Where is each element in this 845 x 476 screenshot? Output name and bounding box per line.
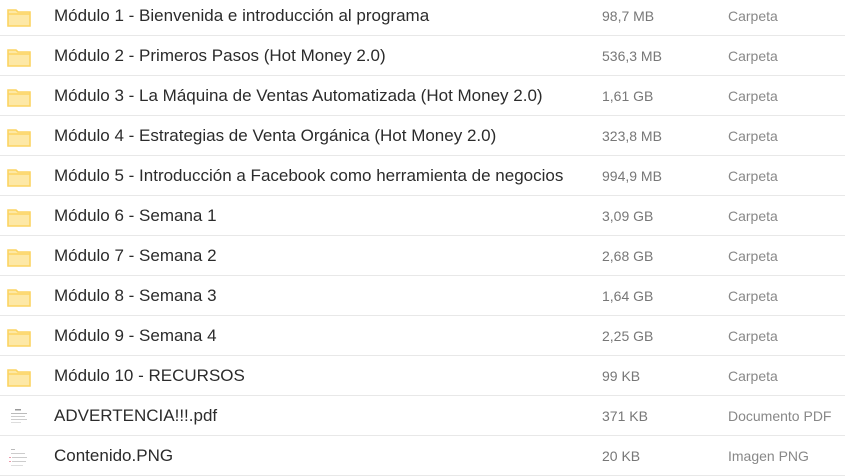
list-item[interactable]: ADVERTENCIA!!!.pdf 371 KB Documento PDF (0, 396, 845, 436)
item-name[interactable]: Módulo 3 - La Máquina de Ventas Automati… (54, 86, 543, 105)
item-size: 1,64 GB (602, 288, 654, 304)
item-type: Carpeta (728, 8, 778, 24)
folder-icon (7, 88, 31, 107)
item-type: Carpeta (728, 248, 778, 264)
folder-icon (7, 288, 31, 307)
folder-icon (7, 128, 31, 147)
item-size: 3,09 GB (602, 208, 654, 224)
item-size: 99 KB (602, 368, 641, 384)
item-type: Carpeta (728, 328, 778, 344)
folder-icon (7, 8, 31, 27)
folder-icon (7, 168, 31, 187)
image-thumbnail-icon (7, 448, 31, 467)
list-item[interactable]: Módulo 3 - La Máquina de Ventas Automati… (0, 76, 845, 116)
list-item[interactable]: Módulo 4 - Estrategias de Venta Orgánica… (0, 116, 845, 156)
item-size: 2,25 GB (602, 328, 654, 344)
folder-icon (7, 248, 31, 267)
item-name[interactable]: Módulo 9 - Semana 4 (54, 326, 217, 345)
item-name[interactable]: Módulo 1 - Bienvenida e introducción al … (54, 6, 430, 25)
item-type: Carpeta (728, 288, 778, 304)
item-type: Carpeta (728, 208, 778, 224)
list-item[interactable]: Módulo 9 - Semana 4 2,25 GB Carpeta (0, 316, 845, 356)
list-item[interactable]: Módulo 10 - RECURSOS 99 KB Carpeta (0, 356, 845, 396)
item-size: 1,61 GB (602, 88, 654, 104)
item-size: 371 KB (602, 408, 648, 424)
list-item[interactable]: Módulo 8 - Semana 3 1,64 GB Carpeta (0, 276, 845, 316)
item-type: Carpeta (728, 368, 778, 384)
item-type: Carpeta (728, 48, 778, 64)
item-size: 2,68 GB (602, 248, 654, 264)
list-item[interactable]: Módulo 7 - Semana 2 2,68 GB Carpeta (0, 236, 845, 276)
item-name[interactable]: Módulo 7 - Semana 2 (54, 246, 217, 265)
item-size: 323,8 MB (602, 128, 662, 144)
item-type: Carpeta (728, 168, 778, 184)
item-name[interactable]: Módulo 10 - RECURSOS (54, 366, 245, 385)
document-thumbnail-icon (7, 408, 31, 427)
item-type: Imagen PNG (728, 448, 809, 464)
item-name[interactable]: Contenido.PNG (54, 446, 174, 465)
item-name[interactable]: Módulo 2 - Primeros Pasos (Hot Money 2.0… (54, 46, 386, 65)
item-name[interactable]: Módulo 5 - Introducción a Facebook como … (54, 166, 564, 185)
item-name[interactable]: Módulo 4 - Estrategias de Venta Orgánica… (54, 126, 497, 145)
list-item[interactable]: Módulo 5 - Introducción a Facebook como … (0, 156, 845, 196)
item-name[interactable]: Módulo 6 - Semana 1 (54, 206, 217, 225)
list-item[interactable]: Contenido.PNG 20 KB Imagen PNG (0, 436, 845, 476)
item-name[interactable]: Módulo 8 - Semana 3 (54, 286, 217, 305)
list-item[interactable]: Módulo 1 - Bienvenida e introducción al … (0, 0, 845, 36)
item-size: 20 KB (602, 448, 641, 464)
folder-icon (7, 48, 31, 67)
item-size: 98,7 MB (602, 8, 655, 24)
item-size: 536,3 MB (602, 48, 662, 64)
item-type: Carpeta (728, 128, 778, 144)
item-type: Documento PDF (728, 408, 832, 424)
folder-icon (7, 328, 31, 347)
list-item[interactable]: Módulo 2 - Primeros Pasos (Hot Money 2.0… (0, 36, 845, 76)
folder-icon (7, 368, 31, 387)
item-type: Carpeta (728, 88, 778, 104)
folder-icon (7, 208, 31, 227)
item-size: 994,9 MB (602, 168, 662, 184)
item-name[interactable]: ADVERTENCIA!!!.pdf (54, 406, 218, 425)
list-item[interactable]: Módulo 6 - Semana 1 3,09 GB Carpeta (0, 196, 845, 236)
